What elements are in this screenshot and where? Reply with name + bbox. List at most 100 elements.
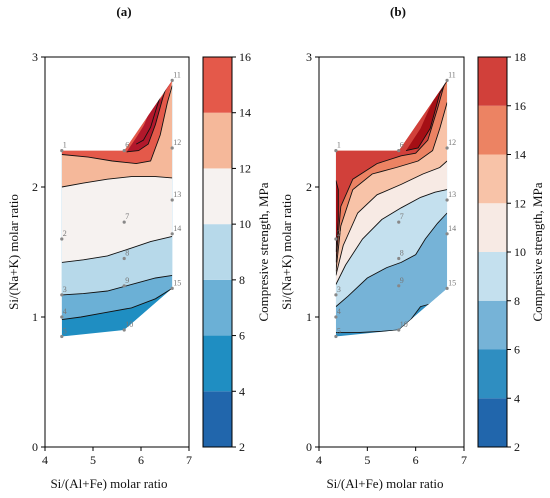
data-point-label-5: 5 [337, 327, 341, 336]
colorbar-segment-7 [478, 105, 507, 155]
contour-band-7 [335, 80, 448, 263]
data-point-9 [122, 284, 126, 288]
data-point-2 [334, 237, 338, 241]
contour-line-6 [335, 180, 339, 253]
data-point-4 [334, 315, 338, 319]
colorbar-tick-label: 2 [239, 440, 245, 454]
data-point-label-14: 14 [448, 224, 456, 233]
data-point-label-14: 14 [173, 224, 181, 233]
data-point-label-6: 6 [125, 141, 129, 150]
panel-b-x-axis-label: Si/(Al+Fe) molar ratio [326, 476, 443, 491]
y-tick-label: 2 [306, 180, 312, 194]
colorbar-frame [202, 56, 233, 448]
data-point-6 [122, 149, 126, 153]
contour-band-9 [406, 80, 448, 151]
colorbar-segment-7 [203, 57, 232, 113]
data-point-label-3: 3 [63, 285, 67, 294]
data-point-13 [445, 198, 449, 202]
colorbar-tick-label: 14 [239, 106, 251, 120]
colorbar-segment-1 [203, 391, 232, 447]
panel-a-y-axis-label: Si/(Na+K) molar ratio [6, 194, 21, 310]
data-point-12 [445, 146, 449, 150]
data-point-12 [170, 146, 174, 150]
panel-a-colorbar: 2 4 6 8 10 12 14 16 [202, 50, 251, 454]
panel-b-y-axis-label: Si/(Na+K) molar ratio [279, 194, 294, 310]
data-point-4 [60, 315, 64, 319]
contour-line-3 [61, 235, 173, 263]
data-point-label-2: 2 [337, 229, 341, 238]
x-tick-label: 6 [138, 453, 144, 467]
data-point-15 [170, 286, 174, 290]
data-point-1 [60, 149, 64, 153]
colorbar-tick-label: 16 [239, 50, 251, 64]
contour-band-7 [126, 80, 173, 152]
colorbar-segment-4 [203, 224, 232, 280]
colorbar-tick-label: 12 [514, 196, 526, 210]
colorbar-tick-label: 10 [239, 217, 251, 231]
data-point-3 [334, 293, 338, 297]
contour-line-2 [61, 274, 173, 296]
panel-b-axes: 4 5 6 7 0 1 2 3 [306, 50, 467, 467]
contour-line-5 [335, 82, 446, 263]
data-point-label-7: 7 [400, 212, 404, 221]
colorbar-tick-label: 14 [514, 148, 526, 162]
data-point-label-4: 4 [63, 307, 67, 316]
data-point-label-2: 2 [63, 229, 67, 238]
y-tick-label: 0 [32, 440, 38, 454]
y-tick-label: 3 [32, 50, 38, 64]
colorbar-segment-6 [203, 112, 232, 169]
panel-a-contour-lines [61, 82, 173, 321]
data-point-15 [445, 286, 449, 290]
colorbar-segment-5 [478, 203, 507, 252]
data-point-7 [122, 220, 126, 224]
data-point-label-6: 6 [400, 141, 404, 150]
data-point-label-8: 8 [400, 249, 404, 258]
data-point-label-13: 13 [173, 190, 181, 199]
x-tick-label: 4 [316, 453, 322, 467]
colorbar-tick-label: 8 [239, 273, 245, 287]
contour-line-5 [61, 85, 173, 165]
x-tick-label: 6 [413, 453, 419, 467]
colorbar-segment-2 [203, 335, 232, 392]
contour-line-3 [335, 160, 448, 276]
data-point-label-4: 4 [337, 307, 341, 316]
colorbar-tick-label: 4 [514, 391, 520, 405]
data-point-label-9: 9 [400, 276, 404, 285]
data-point-label-11: 11 [448, 70, 456, 79]
y-tick-label: 0 [306, 440, 312, 454]
colorbar-tick-label: 2 [514, 440, 520, 454]
panel-b-colorbar-title: Compresive strength, MPa [530, 182, 545, 321]
data-point-10 [122, 328, 126, 332]
y-tick-label: 1 [32, 310, 38, 324]
plot-frame [44, 56, 190, 448]
data-point-label-9: 9 [125, 276, 129, 285]
colorbar-segment-1 [478, 398, 507, 447]
data-point-label-1: 1 [337, 141, 341, 150]
panel-a-contour-fill [61, 80, 173, 337]
data-point-13 [170, 198, 174, 202]
x-tick-label: 7 [461, 453, 467, 467]
data-point-label-15: 15 [448, 278, 456, 287]
colorbar-segment-8 [478, 57, 507, 106]
y-tick-label: 3 [306, 50, 312, 64]
colorbar-tick-label: 6 [239, 329, 245, 343]
data-point-5 [60, 334, 64, 339]
colorbar-tick-label: 10 [514, 245, 526, 259]
data-point-label-5: 5 [63, 327, 67, 336]
data-point-label-1: 1 [63, 141, 67, 150]
colorbar-tick-label: 18 [514, 50, 526, 64]
y-tick-label: 1 [306, 310, 312, 324]
panel-a-colorbar-title: Compresive strength, MPa [256, 182, 271, 321]
data-point-10 [397, 328, 401, 332]
data-point-3 [60, 293, 64, 297]
panel-b-contour-fill [335, 80, 448, 337]
data-point-6 [397, 149, 401, 153]
panel-a-x-axis-label: Si/(Al+Fe) molar ratio [50, 476, 167, 491]
data-point-14 [445, 232, 449, 236]
data-point-9 [397, 284, 401, 288]
data-point-label-8: 8 [125, 249, 129, 258]
